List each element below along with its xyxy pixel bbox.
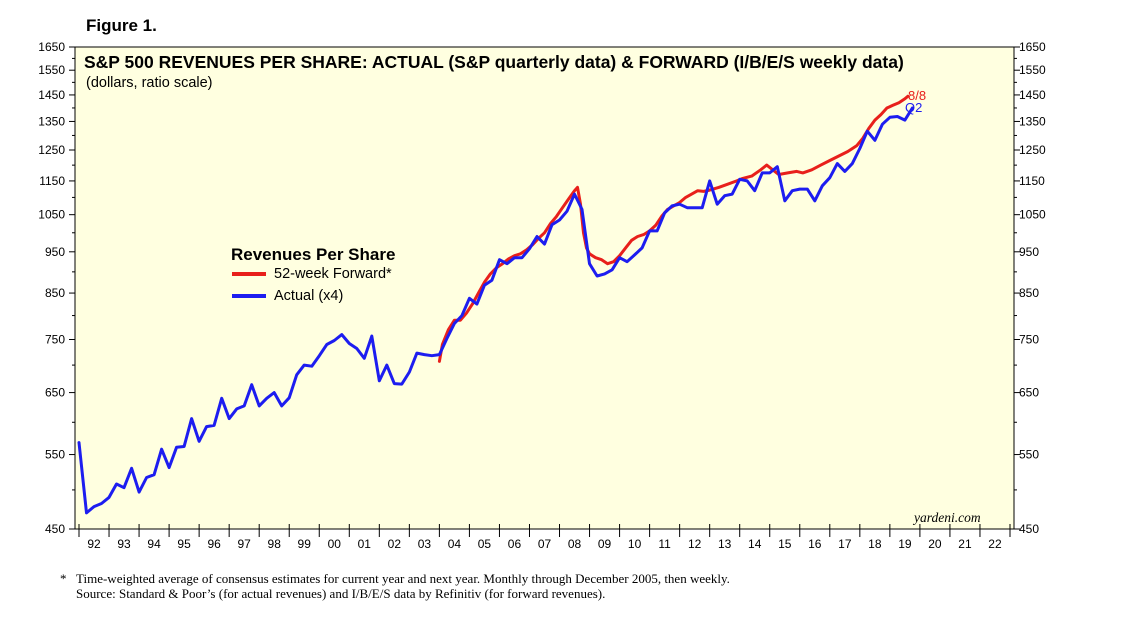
- x-tick-label: 07: [538, 537, 552, 551]
- y-tick-label-left: 550: [45, 448, 65, 462]
- y-tick-label-left: 1250: [38, 143, 65, 157]
- y-tick-label-right: 650: [1019, 386, 1039, 400]
- x-tick-label: 09: [598, 537, 612, 551]
- y-tick-label-left: 1350: [38, 114, 65, 128]
- x-tick-label: 93: [117, 537, 131, 551]
- x-tick-label: 14: [748, 537, 762, 551]
- y-tick-label-left: 850: [45, 286, 65, 300]
- forward-end-label: 8/8: [908, 88, 927, 103]
- y-tick-label-left: 1450: [38, 88, 65, 102]
- y-tick-label-left: 950: [45, 245, 65, 259]
- x-tick-label: 97: [237, 537, 251, 551]
- y-tick-label-left: 1050: [38, 208, 65, 222]
- footnote: * Time-weighted average of consensus esti…: [60, 571, 730, 601]
- x-tick-label: 17: [838, 537, 852, 551]
- y-tick-label-left: 450: [45, 522, 65, 536]
- legend-title: Revenues Per Share: [231, 245, 396, 264]
- legend-item-forward: 52-week Forward*: [232, 265, 392, 283]
- x-tick-label: 94: [147, 537, 161, 551]
- y-tick-label-right: 1350: [1019, 114, 1046, 128]
- x-tick-label: 96: [207, 537, 221, 551]
- y-tick-label-left: 1550: [38, 63, 65, 77]
- watermark: yardeni.com: [914, 510, 981, 525]
- x-tick-label: 98: [268, 537, 282, 551]
- legend-swatch-actual: [232, 294, 266, 298]
- x-tick-label: 05: [478, 537, 492, 551]
- y-tick-label-left: 750: [45, 332, 65, 346]
- x-tick-label: 04: [448, 537, 462, 551]
- actual-series-line: [77, 106, 914, 515]
- y-axis-right: 450 550 650 750 850 950 1050 1150 1250 1350 1450 15…: [1014, 40, 1046, 536]
- y-tick-label-right: 1150: [1019, 174, 1045, 188]
- actual-end-label: Q2: [905, 100, 923, 115]
- x-tick-label: 02: [388, 537, 402, 551]
- x-tick-label: 00: [328, 537, 342, 551]
- y-tick-label-right: 1450: [1019, 88, 1046, 102]
- chart-title: S&P 500 REVENUES PER SHARE: ACTUAL (S&P …: [84, 52, 904, 72]
- y-tick-label-left: 650: [45, 386, 65, 400]
- footnote-marker: *: [60, 571, 67, 586]
- y-tick-label-right: 1250: [1019, 143, 1046, 157]
- figure-label: Figure 1.: [86, 16, 157, 35]
- x-tick-label: 95: [177, 537, 191, 551]
- y-tick-label-right: 750: [1019, 332, 1039, 346]
- x-tick-label: 99: [298, 537, 312, 551]
- y-axis-left: 450 550 650 750 850 950 1050 1150 1250 1350 1450 15…: [38, 40, 75, 536]
- x-tick-label: 06: [508, 537, 522, 551]
- x-tick-label: 16: [808, 537, 822, 551]
- footnote-line-2: Source: Standard & Poor’s (for actual re…: [76, 586, 606, 601]
- footnote-line-1: Time-weighted average of consensus estim…: [76, 571, 730, 586]
- y-tick-label-right: 450: [1019, 522, 1039, 536]
- y-tick-label-left: 1650: [38, 40, 65, 54]
- x-tick-label: 20: [928, 537, 942, 551]
- series-layer: [77, 94, 914, 515]
- y-tick-label-left: 1150: [39, 174, 65, 188]
- x-tick-label: 92: [87, 537, 101, 551]
- x-tick-label: 10: [628, 537, 642, 551]
- x-tick-label: 01: [358, 537, 372, 551]
- forward-series-line: [437, 94, 910, 363]
- y-tick-label-right: 1050: [1019, 208, 1046, 222]
- x-tick-label: 22: [988, 537, 1002, 551]
- x-tick-label: 13: [718, 537, 732, 551]
- chart-subtitle: (dollars, ratio scale): [86, 75, 213, 91]
- y-tick-label-right: 1650: [1019, 40, 1046, 54]
- y-tick-label-right: 950: [1019, 245, 1039, 259]
- x-tick-label: 18: [868, 537, 882, 551]
- x-tick-label: 08: [568, 537, 582, 551]
- x-axis: 92 93 94 95 96 97 98 99 00 01 02 03 04 05 06 07 08 09 10 11…: [78, 524, 1011, 551]
- plot-area: [74, 46, 1015, 530]
- legend-label-actual: Actual (x4): [274, 288, 344, 304]
- y-tick-label-right: 550: [1019, 448, 1039, 462]
- x-tick-label: 03: [418, 537, 432, 551]
- y-tick-label-right: 1550: [1019, 63, 1046, 77]
- x-tick-label: 19: [898, 537, 912, 551]
- x-tick-label: 11: [658, 537, 671, 551]
- legend-item-actual: Actual (x4): [232, 287, 343, 305]
- x-tick-label: 15: [778, 537, 792, 551]
- legend-label-forward: 52-week Forward*: [274, 266, 392, 282]
- y-tick-label-right: 850: [1019, 286, 1039, 300]
- x-tick-label: 21: [958, 537, 972, 551]
- x-tick-label: 12: [688, 537, 702, 551]
- legend-swatch-forward: [232, 272, 266, 276]
